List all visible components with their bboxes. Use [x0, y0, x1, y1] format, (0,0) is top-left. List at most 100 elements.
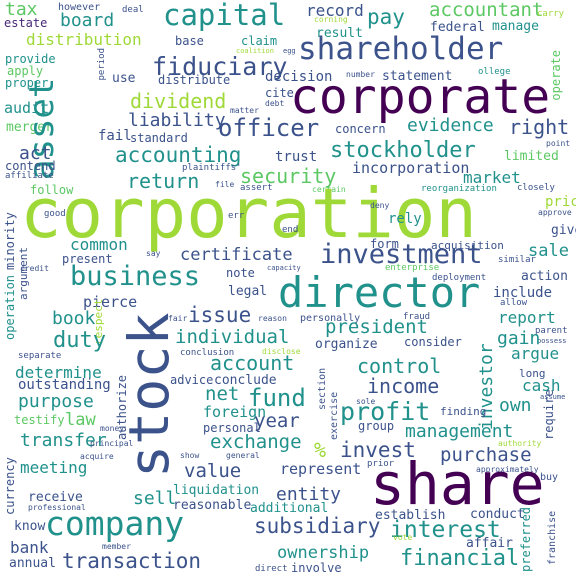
word-authority: authority — [498, 439, 542, 448]
word-vote: vote — [393, 533, 413, 542]
word-advice: advice — [170, 373, 214, 387]
word-argue: argue — [511, 344, 560, 363]
word-annual: annual — [9, 556, 56, 571]
word-capital: capital — [163, 0, 286, 32]
word-director: director — [278, 268, 481, 317]
word-bank: bank — [10, 538, 49, 557]
word-personal: personal — [203, 421, 261, 435]
word-corning: corning — [314, 15, 348, 24]
word-separate: separate — [18, 351, 62, 361]
word-debt: debt — [265, 99, 285, 108]
word-cite: cite — [265, 86, 294, 100]
word-present: present — [62, 252, 113, 266]
word-affiliate: affiliate — [5, 171, 54, 181]
word-allow: allow — [500, 298, 528, 308]
word-number: number — [346, 70, 375, 79]
word-decision: decision — [265, 69, 333, 85]
word-board: board — [60, 10, 115, 31]
word-manage: manage — [492, 19, 539, 34]
word-foreign: foreign — [203, 403, 267, 421]
word-dividend: dividend — [130, 89, 227, 113]
word-similar: similar — [498, 255, 536, 265]
word-corporate: corporate — [290, 69, 551, 125]
word-argument: argument — [17, 247, 30, 300]
word-net: net — [205, 383, 240, 405]
word-preferred: preferred — [519, 506, 533, 572]
word-right: right — [509, 115, 570, 139]
word-acquire: acquire — [80, 452, 114, 461]
word-operate: operate — [549, 50, 563, 101]
word-duty: duty — [53, 328, 106, 353]
word-college: ollege — [478, 67, 511, 77]
word-assert: assert — [240, 183, 273, 193]
word-entity: entity — [276, 484, 342, 505]
word-fund: fund — [248, 384, 306, 412]
word-say: say — [146, 249, 161, 258]
word-sole: sole — [356, 397, 376, 406]
word-contend: contend — [5, 159, 56, 173]
word-account: account — [210, 351, 295, 375]
word-assume: assume — [540, 393, 566, 401]
word-common: common — [70, 235, 128, 254]
word-subsidiary: subsidiary — [254, 514, 381, 538]
word-affair: affair — [466, 536, 513, 551]
word-year: year — [254, 410, 300, 432]
word-err: err — [228, 211, 245, 221]
word-accounting: accounting — [115, 143, 242, 167]
word-audit: audit — [4, 99, 50, 117]
word-give: give — [551, 223, 576, 238]
word-deny: deny — [370, 201, 390, 210]
word-statement: statement — [382, 69, 453, 84]
word-shareholder: shareholder — [298, 31, 504, 67]
word-reorganization: reorganization — [421, 184, 497, 194]
word-fiduciary: fiduciary — [152, 52, 288, 81]
word-sell: sell — [133, 488, 177, 509]
word-limited: limited — [504, 149, 559, 164]
word-purchase: purchase — [440, 444, 532, 466]
word-claim: claim — [241, 34, 278, 48]
word-distribution: distribution — [26, 30, 142, 49]
word-interest: interest — [390, 517, 501, 543]
word-know: know — [14, 519, 46, 534]
word-prior: prior — [367, 459, 395, 469]
word-approve: approve — [538, 208, 572, 217]
word-company: company — [45, 504, 185, 543]
word-professional: professional — [28, 503, 86, 512]
word-base: base — [175, 34, 204, 48]
word-however: however — [58, 2, 101, 13]
word-exchange: exchange — [210, 431, 302, 453]
word-enterprise: enterprise — [385, 263, 440, 273]
word-end: end — [282, 225, 299, 235]
word-provide: provide — [5, 52, 56, 66]
word-involve: involve — [291, 561, 342, 575]
word-good: good — [44, 209, 66, 219]
word-tax: tax — [5, 0, 38, 20]
word-determine: determine — [15, 363, 102, 382]
word-transaction: transaction — [62, 549, 202, 573]
word-period: period — [97, 48, 107, 81]
word-principal: principal — [90, 439, 134, 448]
word-return: return — [127, 169, 200, 193]
word-book: book — [52, 308, 96, 329]
word-meeting: meeting — [20, 458, 88, 477]
word-proper: proper — [5, 76, 49, 90]
word-acquisition: acquisition — [431, 239, 504, 252]
word-possess: possess — [537, 337, 567, 345]
word-egg: egg — [283, 47, 296, 55]
word-coalition: coalition — [236, 47, 274, 55]
word-finding: finding — [440, 405, 487, 418]
word-conduct: conduct — [470, 507, 525, 522]
word-establish: establish — [375, 508, 446, 523]
word-pierce: pierce — [83, 293, 138, 311]
word-operation: operation — [3, 274, 17, 340]
word-invest: invest — [340, 438, 416, 462]
word-receive: receive — [28, 490, 83, 505]
word-group: group — [358, 419, 395, 433]
word-stockholder: stockholder — [330, 138, 476, 163]
word-price: price — [545, 194, 576, 210]
word-disclose: disclose — [262, 347, 301, 356]
word-federal: federal — [430, 20, 485, 35]
word-officer: officer — [218, 114, 320, 142]
word-conclude: conclude — [214, 373, 277, 388]
